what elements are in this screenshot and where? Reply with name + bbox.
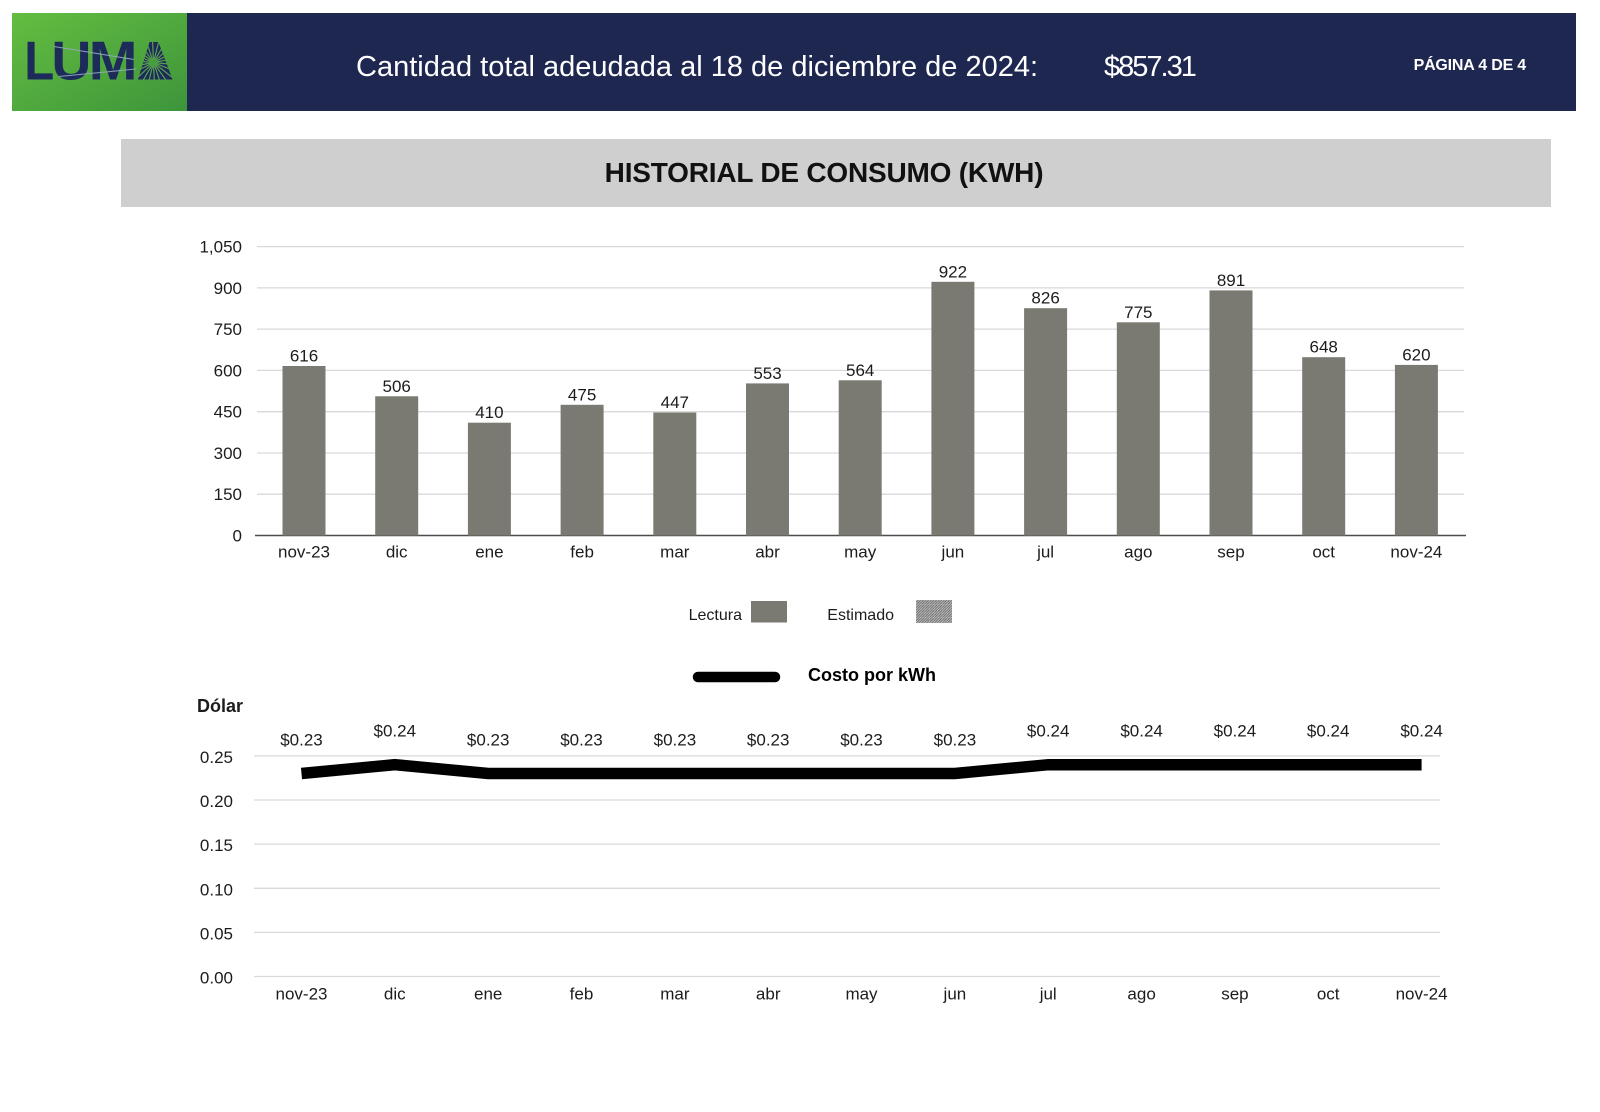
svg-text:dic: dic (384, 985, 406, 1004)
svg-text:506: 506 (383, 377, 411, 396)
svg-text:564: 564 (846, 361, 874, 380)
svg-text:750: 750 (214, 320, 242, 339)
svg-text:dic: dic (386, 543, 408, 562)
svg-text:620: 620 (1402, 345, 1430, 364)
svg-text:475: 475 (568, 385, 596, 404)
svg-text:feb: feb (570, 543, 594, 562)
svg-text:$0.24: $0.24 (1214, 722, 1257, 741)
svg-text:$0.23: $0.23 (280, 731, 323, 750)
svg-text:616: 616 (290, 347, 318, 366)
svg-text:$0.23: $0.23 (840, 731, 883, 750)
svg-text:900: 900 (214, 279, 242, 298)
svg-text:$0.23: $0.23 (467, 731, 510, 750)
svg-text:ene: ene (474, 985, 502, 1004)
svg-text:1,050: 1,050 (199, 238, 242, 257)
svg-text:ago: ago (1127, 985, 1155, 1004)
svg-text:Lectura: Lectura (689, 607, 742, 624)
svg-text:sep: sep (1217, 543, 1244, 562)
svg-text:Costo por kWh: Costo por kWh (808, 665, 936, 685)
svg-text:0: 0 (233, 527, 242, 546)
svg-text:nov-23: nov-23 (278, 543, 330, 562)
svg-text:ago: ago (1124, 543, 1152, 562)
svg-text:$0.24: $0.24 (1307, 722, 1350, 741)
svg-text:775: 775 (1124, 303, 1152, 322)
svg-text:nov-23: nov-23 (276, 985, 328, 1004)
svg-text:Estimado: Estimado (827, 607, 894, 624)
svg-text:553: 553 (753, 364, 781, 383)
svg-text:nov-24: nov-24 (1396, 985, 1448, 1004)
svg-text:jun: jun (941, 543, 965, 562)
svg-text:may: may (844, 543, 877, 562)
svg-text:$0.24: $0.24 (1120, 722, 1163, 741)
svg-text:Dólar: Dólar (197, 696, 243, 716)
svg-text:oct: oct (1317, 985, 1340, 1004)
svg-text:150: 150 (214, 485, 242, 504)
svg-text:may: may (845, 985, 878, 1004)
svg-text:$0.23: $0.23 (560, 731, 603, 750)
svg-text:450: 450 (214, 403, 242, 422)
svg-text:$0.24: $0.24 (1400, 722, 1443, 741)
svg-text:826: 826 (1031, 289, 1059, 308)
svg-text:$0.24: $0.24 (374, 722, 417, 741)
svg-text:nov-24: nov-24 (1390, 543, 1442, 562)
svg-text:922: 922 (939, 262, 967, 281)
svg-text:jun: jun (943, 985, 967, 1004)
svg-text:410: 410 (475, 403, 503, 422)
svg-text:abr: abr (756, 985, 781, 1004)
svg-text:0.15: 0.15 (200, 836, 233, 855)
svg-text:0.20: 0.20 (200, 792, 233, 811)
svg-text:feb: feb (570, 985, 594, 1004)
svg-text:648: 648 (1310, 338, 1338, 357)
svg-text:U: U (51, 30, 91, 91)
svg-text:$0.24: $0.24 (1027, 722, 1070, 741)
svg-text:0.25: 0.25 (200, 748, 233, 767)
svg-text:891: 891 (1217, 271, 1245, 290)
svg-text:jul: jul (1036, 543, 1054, 562)
svg-text:ene: ene (475, 543, 503, 562)
svg-text:oct: oct (1312, 543, 1335, 562)
svg-text:600: 600 (214, 361, 242, 380)
svg-text:0.00: 0.00 (200, 969, 233, 988)
svg-text:$0.23: $0.23 (654, 731, 697, 750)
svg-text:M: M (89, 30, 138, 91)
svg-text:447: 447 (661, 393, 689, 412)
svg-text:300: 300 (214, 444, 242, 463)
svg-text:$0.23: $0.23 (747, 731, 790, 750)
svg-text:abr: abr (755, 543, 780, 562)
svg-text:jul: jul (1039, 985, 1057, 1004)
svg-text:sep: sep (1221, 985, 1248, 1004)
svg-text:$0.23: $0.23 (934, 731, 977, 750)
svg-text:0.10: 0.10 (200, 880, 233, 899)
svg-text:0.05: 0.05 (200, 924, 233, 943)
svg-text:mar: mar (660, 985, 690, 1004)
svg-text:L: L (24, 30, 54, 91)
svg-text:mar: mar (660, 543, 690, 562)
